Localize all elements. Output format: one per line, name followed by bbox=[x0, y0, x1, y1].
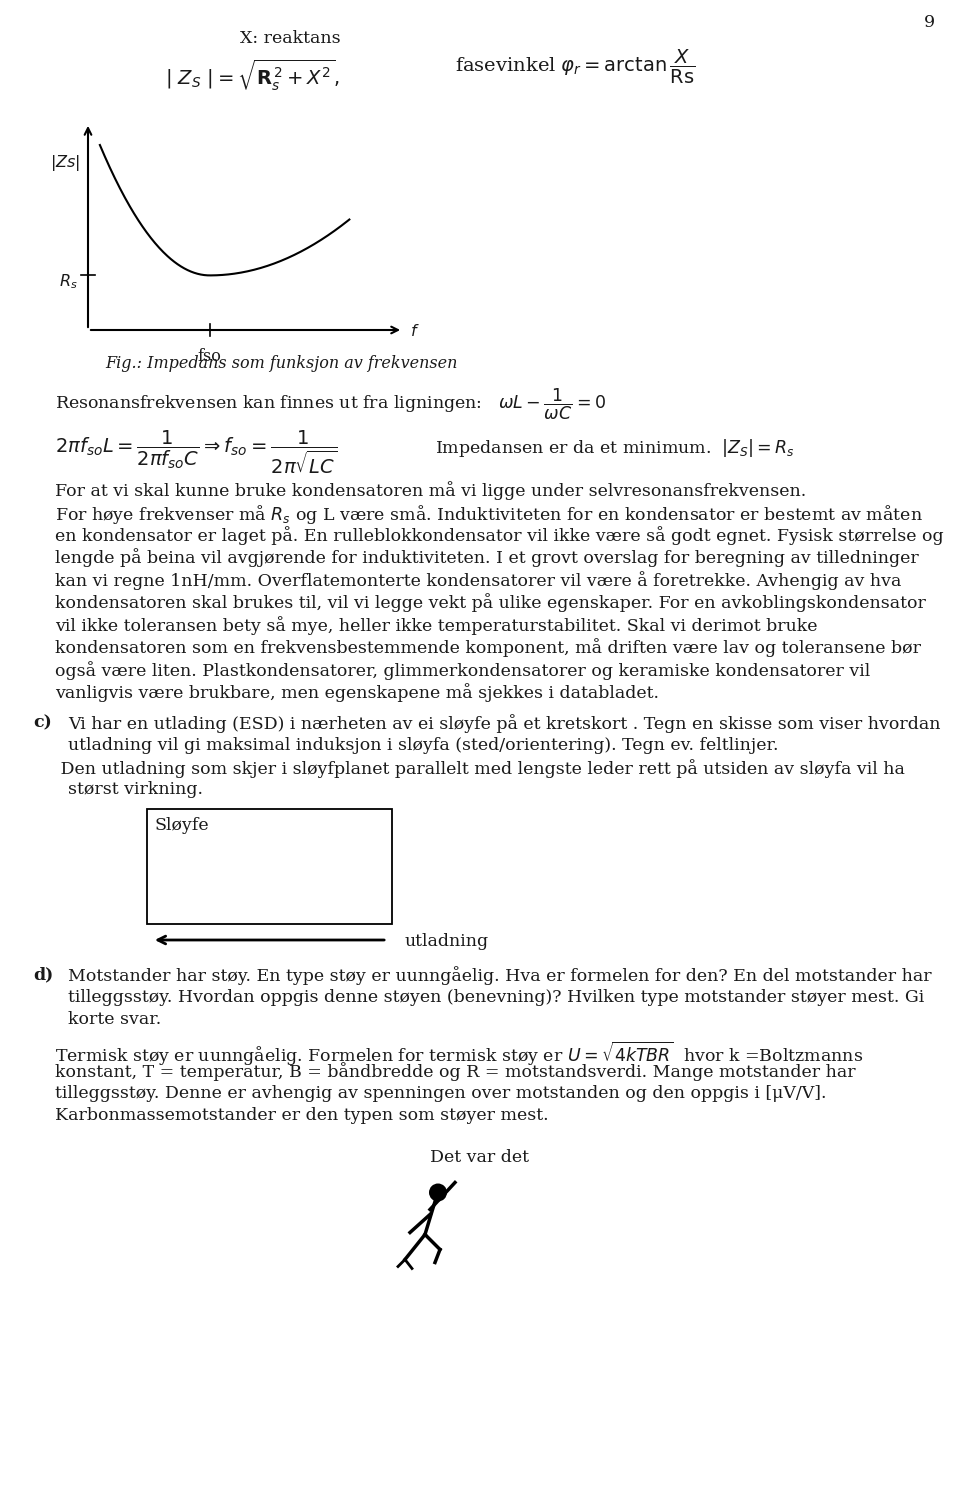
Text: c): c) bbox=[33, 714, 52, 731]
Text: For at vi skal kunne bruke kondensatoren må vi ligge under selvresonansfrekvense: For at vi skal kunne bruke kondensatoren… bbox=[55, 481, 806, 500]
Text: korte svar.: korte svar. bbox=[68, 1010, 161, 1028]
Text: fasevinkel $\varphi_r = \arctan\dfrac{X}{\mathrm{Rs}}$: fasevinkel $\varphi_r = \arctan\dfrac{X}… bbox=[455, 48, 695, 85]
Text: vanligvis være brukbare, men egenskapene må sjekkes i databladet.: vanligvis være brukbare, men egenskapene… bbox=[55, 684, 659, 702]
Text: også være liten. Plastkondensatorer, glimmerkondensatorer og keramiske kondensat: også være liten. Plastkondensatorer, gli… bbox=[55, 662, 871, 680]
Text: kondensatoren skal brukes til, vil vi legge vekt på ulike egenskaper. For en avk: kondensatoren skal brukes til, vil vi le… bbox=[55, 593, 925, 612]
Text: Resonansfrekvensen kan finnes ut fra ligningen:   $\omega L - \dfrac{1}{\omega C: Resonansfrekvensen kan finnes ut fra lig… bbox=[55, 388, 606, 422]
Text: kan vi regne 1nH/mm. Overflatemonterte kondensatorer vil være å foretrekke. Avhe: kan vi regne 1nH/mm. Overflatemonterte k… bbox=[55, 570, 901, 590]
Text: Karbonmassemotstander er den typen som støyer mest.: Karbonmassemotstander er den typen som s… bbox=[55, 1106, 548, 1124]
Text: $f$: $f$ bbox=[410, 323, 420, 340]
Text: kondensatoren som en frekvensbestemmende komponent, må driften være lav og toler: kondensatoren som en frekvensbestemmende… bbox=[55, 639, 921, 657]
Text: $R_s$: $R_s$ bbox=[60, 272, 78, 290]
Text: 9: 9 bbox=[924, 13, 935, 31]
Text: vil ikke toleransen bety så mye, heller ikke temperaturstabilitet. Skal vi derim: vil ikke toleransen bety så mye, heller … bbox=[55, 615, 818, 635]
Text: tilleggsstøy. Hvordan oppgis denne støyen (benevning)? Hvilken type motstander s: tilleggsstøy. Hvordan oppgis denne støye… bbox=[68, 988, 924, 1006]
Text: Termisk støy er uunngåelig. Formelen for termisk støy er $U = \sqrt{4kTBR}$  hvo: Termisk støy er uunngåelig. Formelen for… bbox=[55, 1039, 863, 1067]
Text: Impedansen er da et minimum.  $|Z_S| = R_s$: Impedansen er da et minimum. $|Z_S| = R_… bbox=[435, 437, 795, 460]
Text: Den utladning som skjer i sløyfplanet parallelt med lengste leder rett på utside: Den utladning som skjer i sløyfplanet pa… bbox=[55, 759, 905, 778]
Text: utladning vil gi maksimal induksjon i sløyfa (sted/orientering). Tegn ev. feltli: utladning vil gi maksimal induksjon i sl… bbox=[68, 737, 779, 753]
Text: $|Zs|$: $|Zs|$ bbox=[50, 153, 80, 174]
Text: Sløyfe: Sløyfe bbox=[155, 817, 209, 834]
Text: $2\pi f_{so} L = \dfrac{1}{2\pi f_{so} C} \Rightarrow f_{so} = \dfrac{1}{2\pi\sq: $2\pi f_{so} L = \dfrac{1}{2\pi f_{so} C… bbox=[55, 430, 338, 476]
Circle shape bbox=[429, 1184, 447, 1202]
Bar bbox=[147, 808, 392, 924]
Text: utladning: utladning bbox=[405, 934, 490, 951]
Text: d): d) bbox=[33, 966, 53, 984]
Text: størst virkning.: størst virkning. bbox=[68, 781, 203, 798]
Text: Fig.: Impedans som funksjon av frekvensen: Fig.: Impedans som funksjon av frekvense… bbox=[105, 355, 457, 371]
Text: Motstander har støy. En type støy er uunngåelig. Hva er formelen for den? En del: Motstander har støy. En type støy er uun… bbox=[68, 966, 931, 985]
Text: lengde på beina vil avgjørende for induktiviteten. I et grovt overslag for bereg: lengde på beina vil avgjørende for induk… bbox=[55, 548, 919, 567]
Text: $|\ Z_S\ | = \sqrt{\mathbf{R}_s^{\,2} + X^2},$: $|\ Z_S\ | = \sqrt{\mathbf{R}_s^{\,2} + … bbox=[165, 58, 340, 93]
Text: Det var det: Det var det bbox=[430, 1150, 530, 1166]
Text: tilleggsstøy. Denne er avhengig av spenningen over motstanden og den oppgis i [μ: tilleggsstøy. Denne er avhengig av spenn… bbox=[55, 1084, 827, 1102]
Text: Vi har en utlading (ESD) i nærheten av ei sløyfe på et kretskort . Tegn en skiss: Vi har en utlading (ESD) i nærheten av e… bbox=[68, 714, 941, 734]
Text: konstant, T = temperatur, B = båndbredde og R = motstandsverdi. Mange motstander: konstant, T = temperatur, B = båndbredde… bbox=[55, 1061, 855, 1081]
Text: en kondensator er laget på. En rulleblokkondensator vil ikke være så godt egnet.: en kondensator er laget på. En rulleblok… bbox=[55, 525, 944, 545]
Text: X: reaktans: X: reaktans bbox=[240, 30, 341, 46]
Text: For høye frekvenser må $R_s$ og L være små. Induktiviteten for en kondensator er: For høye frekvenser må $R_s$ og L være s… bbox=[55, 503, 923, 527]
Text: fso: fso bbox=[198, 347, 222, 365]
